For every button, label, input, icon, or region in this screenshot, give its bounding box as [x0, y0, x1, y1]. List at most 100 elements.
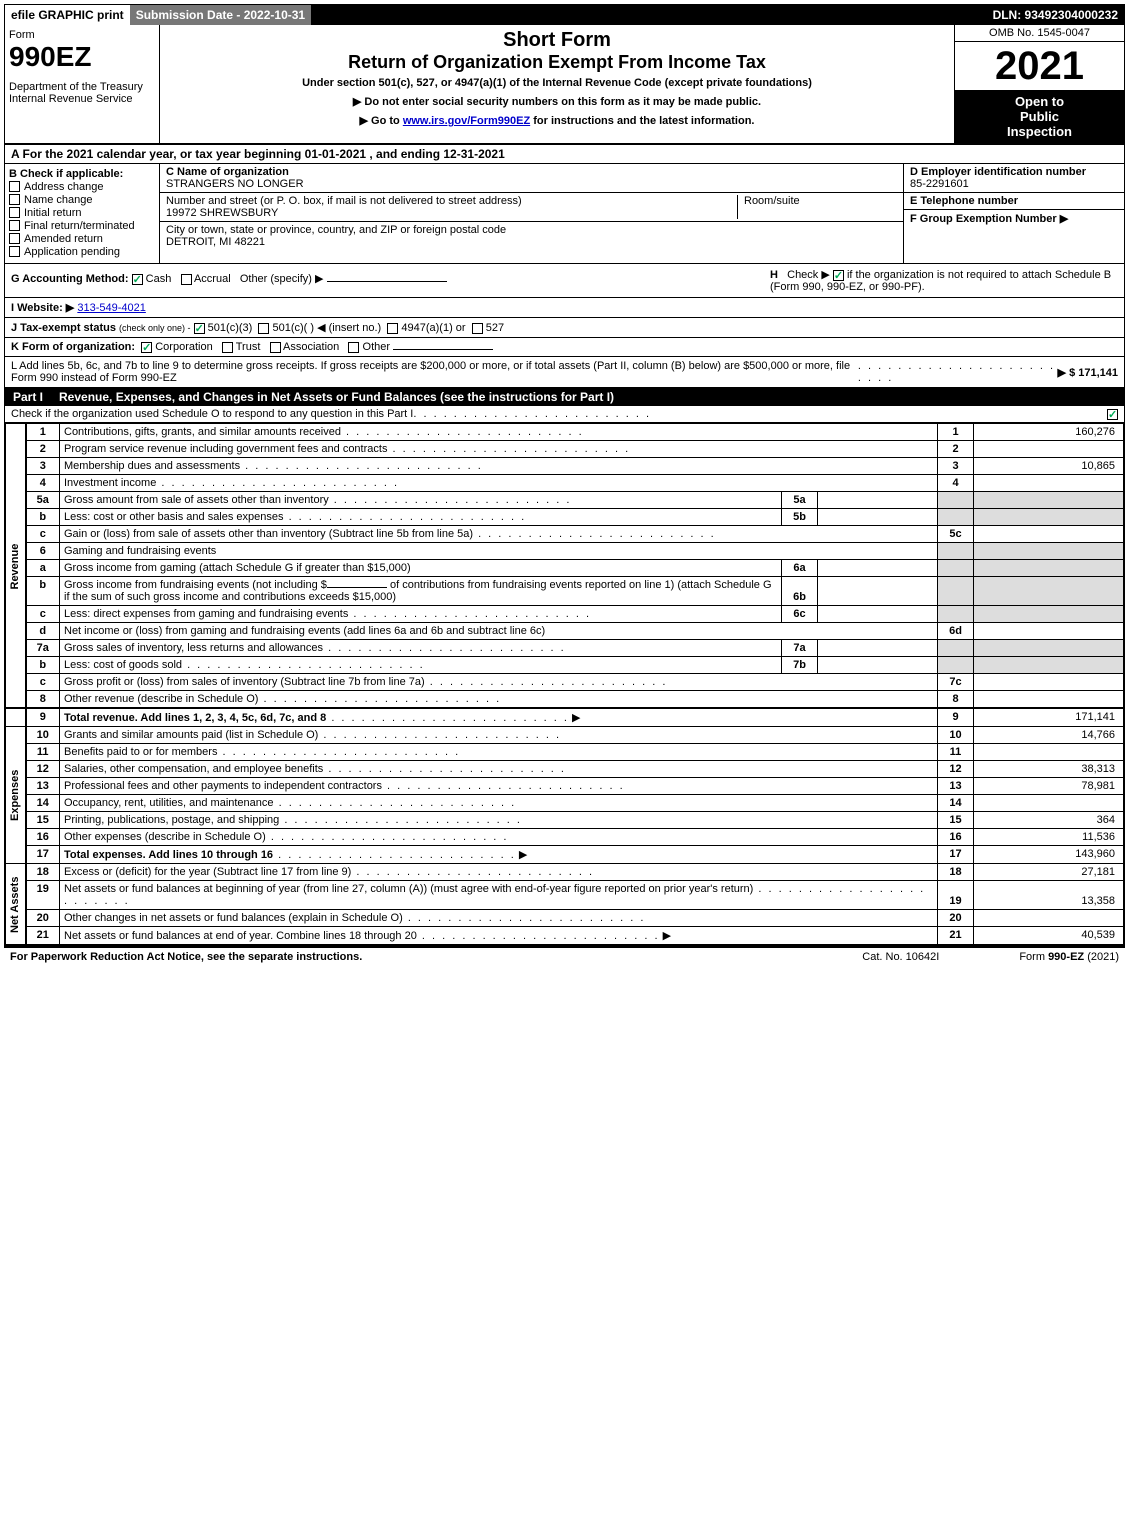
irs-link[interactable]: www.irs.gov/Form990EZ	[403, 115, 530, 127]
chk-address-change[interactable]: Address change	[9, 181, 155, 193]
department-label: Department of the Treasury Internal Reve…	[9, 81, 155, 105]
amt-16: 11,536	[974, 829, 1124, 846]
amt-2	[974, 441, 1124, 458]
amt-1: 160,276	[974, 424, 1124, 441]
street-label: Number and street (or P. O. box, if mail…	[166, 195, 522, 207]
section-a: A For the 2021 calendar year, or tax yea…	[5, 145, 1124, 164]
tax-year: 2021	[955, 42, 1124, 90]
amt-12: 38,313	[974, 761, 1124, 778]
line-3: 3 Membership dues and assessments 3 10,8…	[6, 458, 1124, 475]
contrib-input[interactable]	[327, 587, 387, 588]
h-label: H	[770, 269, 778, 281]
g-h-row: G Accounting Method: Cash Accrual Other …	[5, 264, 1124, 298]
amt-19: 13,358	[974, 881, 1124, 910]
amt-15: 364	[974, 812, 1124, 829]
ein-row: D Employer identification number 85-2291…	[904, 164, 1124, 193]
line-4: 4 Investment income 4	[6, 475, 1124, 492]
subval-7a	[818, 640, 938, 657]
amt-6d	[974, 623, 1124, 640]
other-specify-input[interactable]	[327, 281, 447, 282]
line-10: Expenses 10 Grants and similar amounts p…	[6, 727, 1124, 744]
section-def: D Employer identification number 85-2291…	[904, 164, 1124, 263]
subval-5b	[818, 509, 938, 526]
line-20: 20 Other changes in net assets or fund b…	[6, 910, 1124, 927]
amt-20	[974, 910, 1124, 927]
section-i: I Website: ▶ 313-549-4021	[5, 298, 1124, 318]
efile-label[interactable]: efile GRAPHIC print	[5, 5, 130, 25]
checkbox-icon[interactable]	[9, 194, 20, 205]
line-2: 2 Program service revenue including gove…	[6, 441, 1124, 458]
line-12: 12 Salaries, other compensation, and emp…	[6, 761, 1124, 778]
g-label: G Accounting Method:	[11, 273, 129, 285]
section-j: J Tax-exempt status (check only one) - 5…	[5, 318, 1124, 338]
checkbox-icon[interactable]	[9, 220, 20, 231]
chk-4947[interactable]	[387, 323, 398, 334]
website-value[interactable]: 313-549-4021	[77, 302, 146, 314]
chk-cash[interactable]	[132, 274, 143, 285]
arrow-icon: ▶	[663, 930, 671, 942]
amt-4	[974, 475, 1124, 492]
subval-6a	[818, 560, 938, 577]
open-line2: Public	[959, 109, 1120, 124]
amt-11	[974, 744, 1124, 761]
section-b-title: B Check if applicable:	[9, 168, 155, 180]
amt-7c	[974, 674, 1124, 691]
org-name: STRANGERS NO LONGER	[166, 178, 304, 190]
amt-5c	[974, 526, 1124, 543]
part-1-header: Part I Revenue, Expenses, and Changes in…	[5, 388, 1124, 406]
expenses-vlabel: Expenses	[6, 727, 26, 864]
submission-date: Submission Date - 2022-10-31	[130, 5, 311, 25]
chk-527[interactable]	[472, 323, 483, 334]
section-k: K Form of organization: Corporation Trus…	[5, 338, 1124, 357]
chk-association[interactable]	[270, 342, 281, 353]
line-5b: b Less: cost or other basis and sales ex…	[6, 509, 1124, 526]
subval-6b	[818, 577, 938, 606]
chk-schedule-o[interactable]	[1107, 409, 1118, 420]
chk-501c[interactable]	[258, 323, 269, 334]
line-9: 9 Total revenue. Add lines 1, 2, 3, 4, 5…	[6, 708, 1124, 727]
checkbox-icon[interactable]	[9, 246, 20, 257]
chk-schedule-b[interactable]	[833, 270, 844, 281]
subval-6c	[818, 606, 938, 623]
chk-501c3[interactable]	[194, 323, 205, 334]
line-14: 14 Occupancy, rent, utilities, and maint…	[6, 795, 1124, 812]
open-line1: Open to	[959, 94, 1120, 109]
amt-9: 171,141	[974, 708, 1124, 727]
chk-accrual[interactable]	[181, 274, 192, 285]
checkbox-icon[interactable]	[9, 207, 20, 218]
instr2-pre: ▶ Go to	[360, 115, 403, 127]
chk-name-change[interactable]: Name change	[9, 194, 155, 206]
part-1-label: Part I	[5, 388, 51, 406]
group-exemption-label: F Group Exemption Number ▶	[910, 213, 1068, 225]
city-value: DETROIT, MI 48221	[166, 236, 265, 248]
line-13: 13 Professional fees and other payments …	[6, 778, 1124, 795]
form-header: Form 990EZ Department of the Treasury In…	[5, 25, 1124, 145]
name-label: C Name of organization	[166, 166, 289, 178]
page-footer: For Paperwork Reduction Act Notice, see …	[4, 946, 1125, 966]
amt-3: 10,865	[974, 458, 1124, 475]
instr2-post: for instructions and the latest informat…	[530, 115, 754, 127]
chk-final-return[interactable]: Final return/terminated	[9, 220, 155, 232]
part-1-check-row: Check if the organization used Schedule …	[5, 406, 1124, 423]
chk-application-pending[interactable]: Application pending	[9, 246, 155, 258]
instruction-1: ▶ Do not enter social security numbers o…	[166, 95, 948, 108]
other-org-input[interactable]	[393, 349, 493, 350]
omb-number: OMB No. 1545-0047	[955, 25, 1124, 42]
checkbox-icon[interactable]	[9, 181, 20, 192]
under-section-text: Under section 501(c), 527, or 4947(a)(1)…	[166, 77, 948, 89]
chk-other-org[interactable]	[348, 342, 359, 353]
org-name-row: C Name of organization STRANGERS NO LONG…	[160, 164, 903, 193]
part-1-title: Revenue, Expenses, and Changes in Net As…	[51, 388, 1124, 406]
chk-initial-return[interactable]: Initial return	[9, 207, 155, 219]
chk-corporation[interactable]	[141, 342, 152, 353]
ein-value: 85-2291601	[910, 178, 969, 190]
city-row: City or town, state or province, country…	[160, 222, 903, 250]
telephone-label: E Telephone number	[910, 195, 1018, 207]
room-suite-label: Room/suite	[737, 195, 897, 219]
chk-trust[interactable]	[222, 342, 233, 353]
group-exemption-row: F Group Exemption Number ▶	[904, 210, 1124, 227]
checkbox-icon[interactable]	[9, 233, 20, 244]
line-6a: a Gross income from gaming (attach Sched…	[6, 560, 1124, 577]
chk-amended-return[interactable]: Amended return	[9, 233, 155, 245]
dots-icon	[858, 360, 1058, 384]
